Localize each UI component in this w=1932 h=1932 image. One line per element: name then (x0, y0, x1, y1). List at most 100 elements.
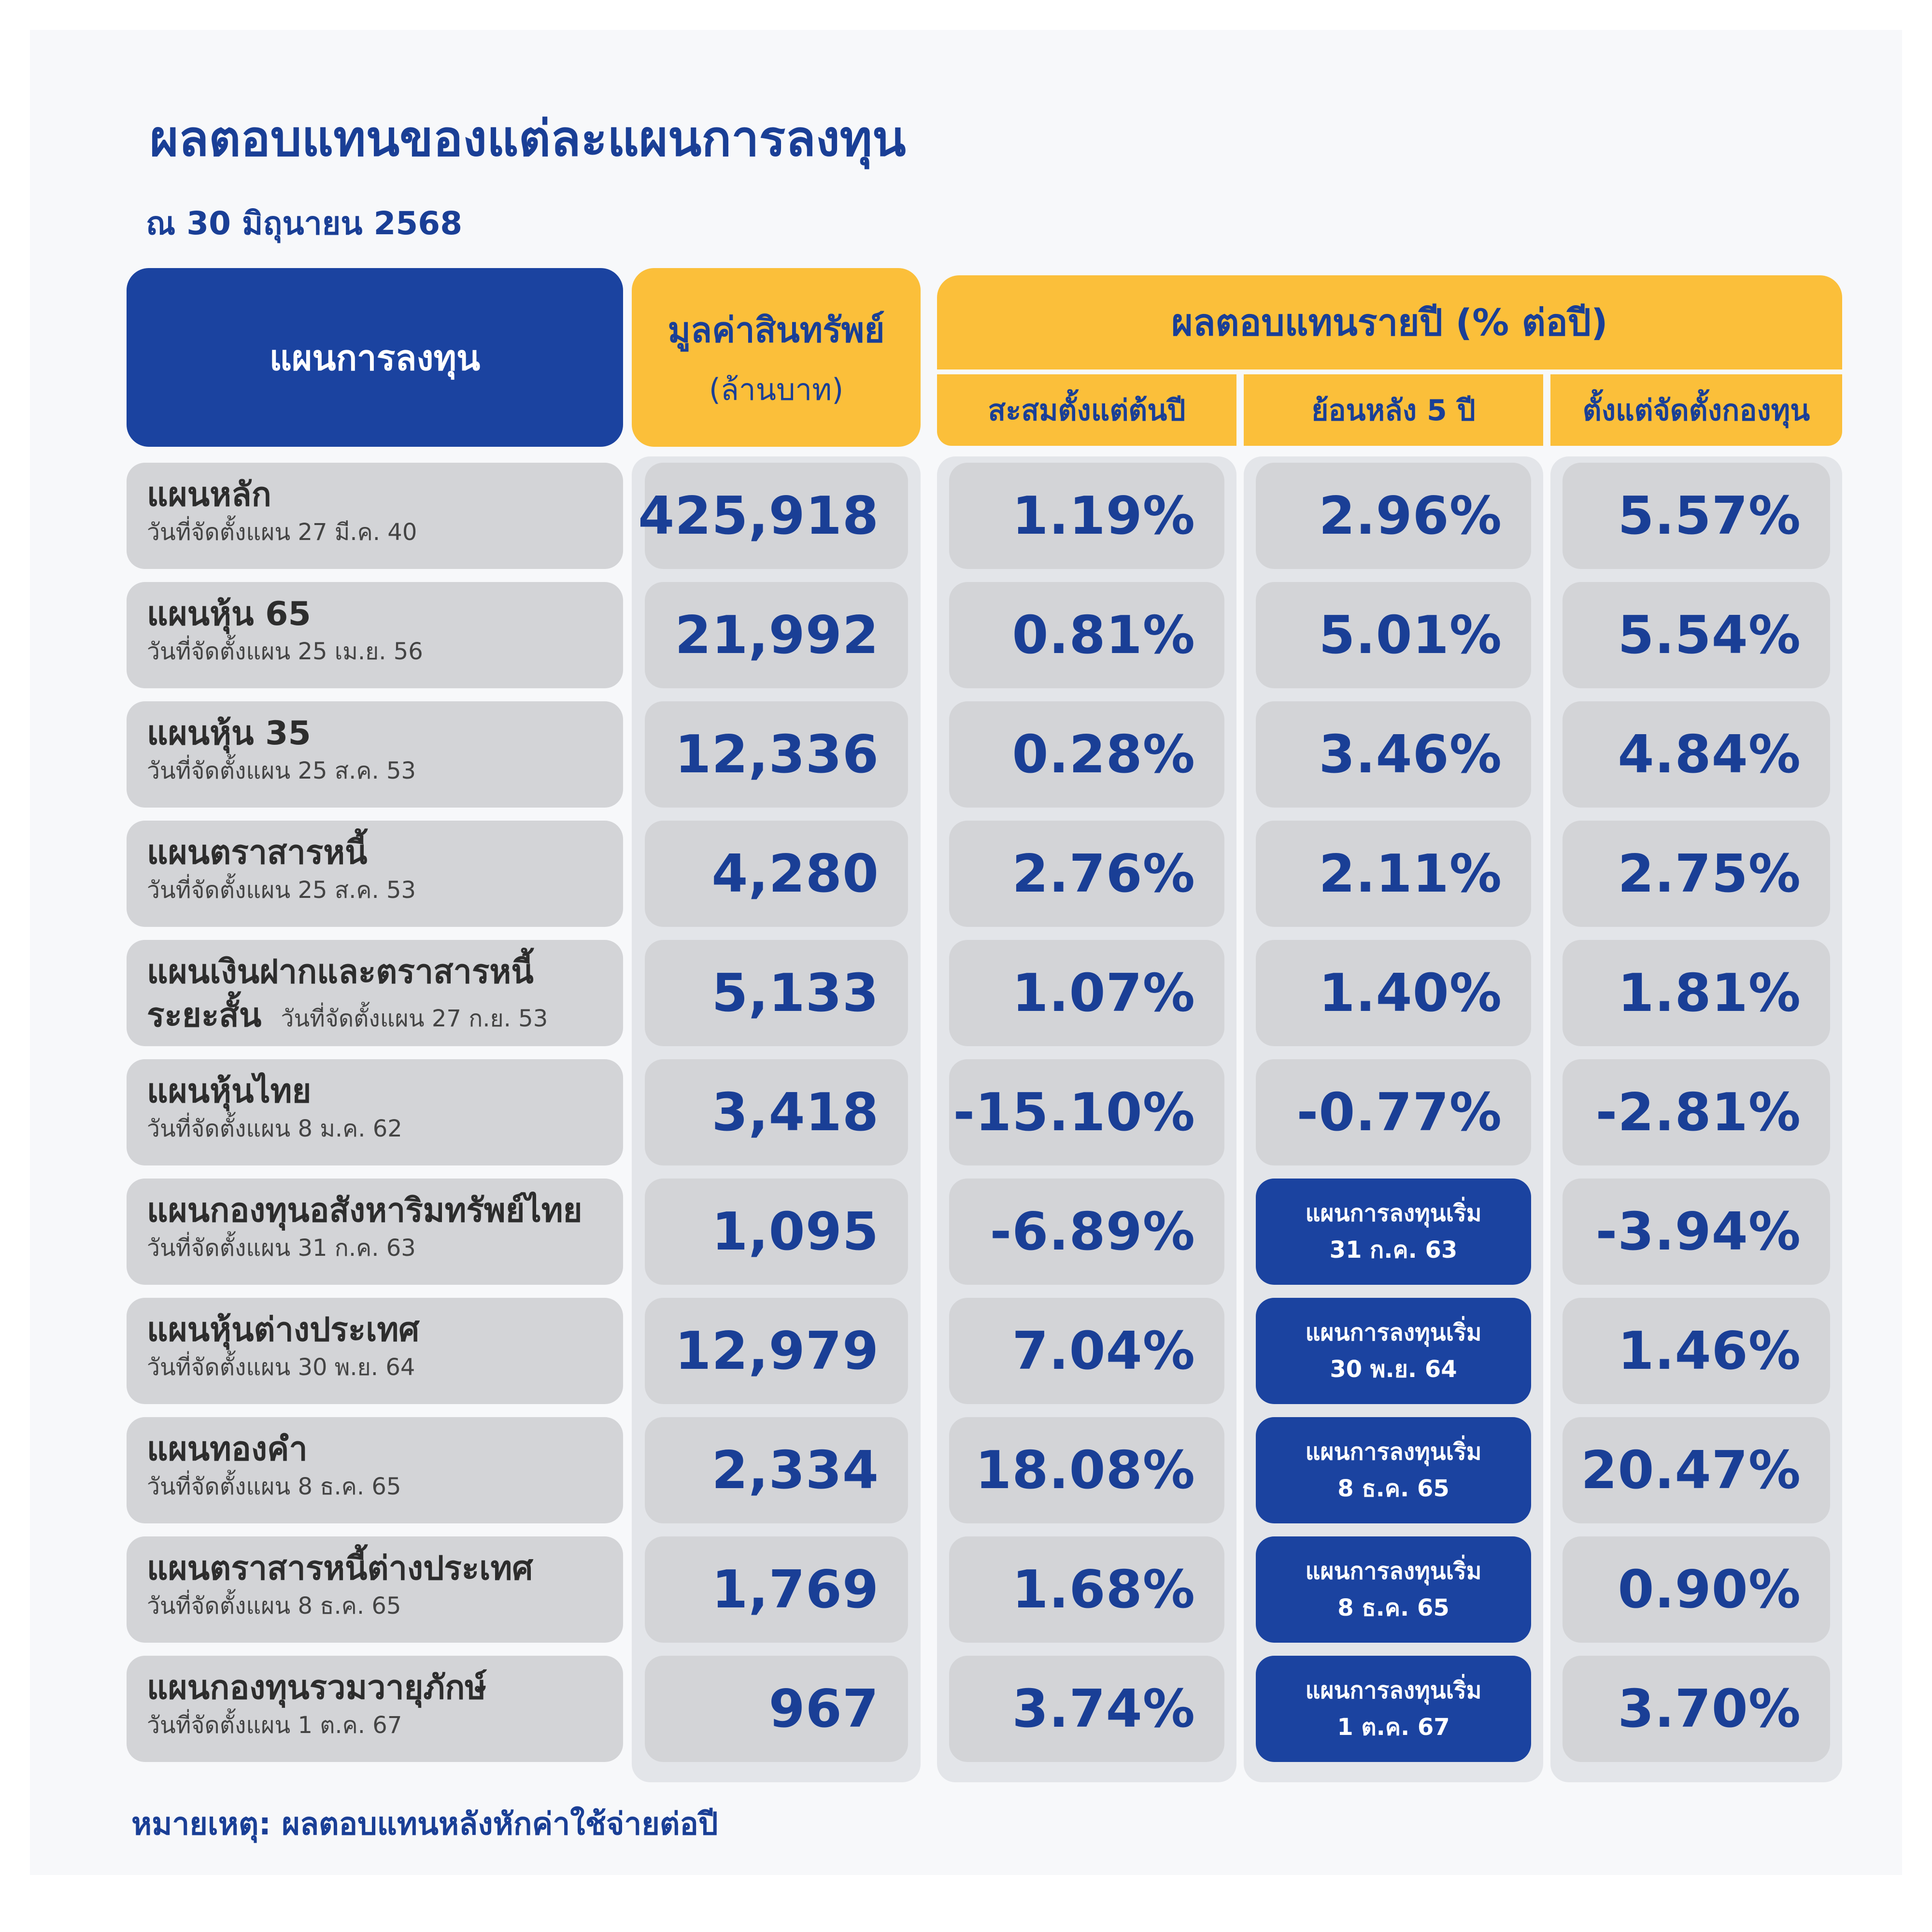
plan-name: แผนทองคำ (147, 1430, 308, 1468)
plan-setup-date: วันที่จัดตั้งแผน 8 ม.ค. 62 (147, 1115, 402, 1142)
ytd-return: 1.19% (949, 463, 1224, 569)
plan-start-label: แผนการลงทุนเริ่ม (1305, 1438, 1482, 1465)
plan-start-date: 31 ก.ค. 63 (1329, 1236, 1458, 1264)
plan-start-note: แผนการลงทุนเริ่ม 31 ก.ค. 63 (1256, 1179, 1531, 1285)
plan-name: แผนหุ้นไทย (147, 1072, 312, 1110)
header-assets: มูลค่าสินทรัพย์ (ล้านบาท) (632, 268, 921, 447)
plan-setup-date: วันที่จัดตั้งแผน 31 ก.ค. 63 (147, 1235, 416, 1262)
plan-setup-date: วันที่จัดตั้งแผน 1 ต.ค. 67 (147, 1712, 402, 1739)
plan-setup-date: วันที่จัดตั้งแผน 30 พ.ย. 64 (147, 1354, 415, 1381)
plan-setup-date: วันที่จัดตั้งแผน 25 เม.ย. 56 (147, 638, 423, 665)
plan-name: แผนหลัก (147, 476, 271, 514)
since-inception-return: 0.90% (1563, 1536, 1830, 1643)
plan-start-note: แผนการลงทุนเริ่ม 1 ต.ค. 67 (1256, 1656, 1531, 1762)
ytd-return: 2.76% (949, 821, 1224, 927)
ytd-return: 7.04% (949, 1298, 1224, 1404)
header-plan: แผนการลงทุน (127, 268, 623, 447)
since-inception-return: 1.46% (1563, 1298, 1830, 1404)
plan-start-label: แผนการลงทุนเริ่ม (1305, 1558, 1482, 1585)
assets-value: 3,418 (645, 1059, 908, 1165)
plan-name-cell: แผนทองคำวันที่จัดตั้งแผน 8 ธ.ค. 65 (127, 1417, 623, 1523)
header-five-year: ย้อนหลัง 5 ปี (1244, 374, 1543, 446)
plan-start-date: 8 ธ.ค. 65 (1337, 1594, 1449, 1621)
since-inception-return: 5.54% (1563, 582, 1830, 688)
plan-start-label: แผนการลงทุนเริ่ม (1305, 1677, 1482, 1704)
header-assets-unit: (ล้านบาท) (709, 371, 844, 407)
plan-name-cell: แผนหลักวันที่จัดตั้งแผน 27 มี.ค. 40 (127, 463, 623, 569)
plan-name-cell: แผนหุ้น 65 วันที่จัดตั้งแผน 25 เม.ย. 56 (127, 582, 623, 688)
ytd-return: 1.68% (949, 1536, 1224, 1643)
plan-name-cell: แผนกองทุนอสังหาริมทรัพย์ไทยวันที่จัดตั้ง… (127, 1179, 623, 1285)
header-annual-return: ผลตอบแทนรายปี (% ต่อปี) (937, 275, 1842, 369)
plan-start-note: แผนการลงทุนเริ่ม 8 ธ.ค. 65 (1256, 1536, 1531, 1643)
plan-name: แผนหุ้นต่างประเทศ (147, 1311, 420, 1349)
assets-value: 425,918 (638, 463, 908, 569)
plan-name-line2-row: ระยะสั้น วันที่จัดตั้งแผน 27 ก.ย. 53 (147, 994, 623, 1040)
as-of-date: ณ 30 มิถุนายน 2568 (146, 205, 463, 242)
plan-setup-date: วันที่จัดตั้งแผน 25 ส.ค. 53 (147, 757, 416, 784)
header-ytd: สะสมตั้งแต่ต้นปี (937, 374, 1236, 446)
plan-setup-date: วันที่จัดตั้งแผน 8 ธ.ค. 65 (147, 1592, 401, 1619)
since-inception-return: -3.94% (1563, 1179, 1830, 1285)
five-year-return: 2.96% (1256, 463, 1531, 569)
since-inception-return: 2.75% (1563, 821, 1830, 927)
plan-setup-date: วันที่จัดตั้งแผน 27 ก.ย. 53 (281, 1005, 548, 1032)
plan-name-cell: แผนเงินฝากและตราสารหนี้ระยะสั้น วันที่จัด… (127, 940, 623, 1046)
page-title: ผลตอบแทนของแต่ละแผนการลงทุน (150, 110, 906, 168)
since-inception-return: 4.84% (1563, 701, 1830, 808)
since-inception-return: 3.70% (1563, 1656, 1830, 1762)
plan-start-date: 30 พ.ย. 64 (1330, 1356, 1457, 1383)
five-year-return: 5.01% (1256, 582, 1531, 688)
ytd-return: -15.10% (949, 1059, 1224, 1165)
plan-name-cell: แผนตราสารหนี้ต่างประเทศวันที่จัดตั้งแผน … (127, 1536, 623, 1643)
assets-value: 2,334 (645, 1417, 908, 1523)
header-since-inception: ตั้งแต่จัดตั้งกองทุน (1550, 374, 1842, 446)
ytd-return: 1.07% (949, 940, 1224, 1046)
plan-start-note: แผนการลงทุนเริ่ม 8 ธ.ค. 65 (1256, 1417, 1531, 1523)
five-year-return: 1.40% (1256, 940, 1531, 1046)
plan-start-date: 1 ต.ค. 67 (1337, 1714, 1450, 1741)
since-inception-return: 5.57% (1563, 463, 1830, 569)
five-year-return: 2.11% (1256, 821, 1531, 927)
assets-value: 12,979 (645, 1298, 908, 1404)
assets-value: 4,280 (645, 821, 908, 927)
assets-value: 5,133 (645, 940, 908, 1046)
since-inception-return: -2.81% (1563, 1059, 1830, 1165)
ytd-return: 0.28% (949, 701, 1224, 808)
ytd-return: -6.89% (949, 1179, 1224, 1285)
plan-start-note: แผนการลงทุนเริ่ม 30 พ.ย. 64 (1256, 1298, 1531, 1404)
plan-start-label: แผนการลงทุนเริ่ม (1305, 1200, 1482, 1227)
assets-value: 21,992 (645, 582, 908, 688)
assets-value: 967 (645, 1656, 908, 1762)
plan-setup-date: วันที่จัดตั้งแผน 25 ส.ค. 53 (147, 877, 416, 904)
plan-setup-date: วันที่จัดตั้งแผน 27 มี.ค. 40 (147, 519, 417, 546)
assets-value: 12,336 (645, 701, 908, 808)
plan-name: แผนหุ้น 35 (147, 714, 311, 753)
header-assets-label: มูลค่าสินทรัพย์ (668, 309, 885, 350)
plan-name-cell: แผนตราสารหนี้วันที่จัดตั้งแผน 25 ส.ค. 53 (127, 821, 623, 927)
since-inception-return: 1.81% (1563, 940, 1830, 1046)
plan-name-cell: แผนหุ้นต่างประเทศวันที่จัดตั้งแผน 30 พ.ย… (127, 1298, 623, 1404)
plan-name-cell: แผนกองทุนรวมวายุภักษ์วันที่จัดตั้งแผน 1 … (127, 1656, 623, 1762)
plan-name: แผนตราสารหนี้ (147, 834, 368, 872)
ytd-return: 3.74% (949, 1656, 1224, 1762)
assets-value: 1,769 (645, 1536, 908, 1643)
assets-value: 1,095 (645, 1179, 908, 1285)
since-inception-return: 20.47% (1563, 1417, 1830, 1523)
ytd-return: 0.81% (949, 582, 1224, 688)
footnote: หมายเหตุ: ผลตอบแทนหลังหักค่าใช้จ่ายต่อปี (131, 1806, 718, 1842)
plan-start-label: แผนการลงทุนเริ่ม (1305, 1319, 1482, 1346)
plan-name: แผนกองทุนอสังหาริมทรัพย์ไทย (147, 1192, 582, 1230)
plan-name-cell: แผนหุ้นไทยวันที่จัดตั้งแผน 8 ม.ค. 62 (127, 1059, 623, 1165)
plan-start-date: 8 ธ.ค. 65 (1337, 1475, 1449, 1502)
plan-name: แผนตราสารหนี้ต่างประเทศ (147, 1549, 533, 1588)
plan-name: แผนกองทุนรวมวายุภักษ์ (147, 1669, 487, 1707)
plan-name: แผนหุ้น 65 (147, 595, 311, 633)
plan-name-cell: แผนหุ้น 35 วันที่จัดตั้งแผน 25 ส.ค. 53 (127, 701, 623, 808)
plan-setup-date: วันที่จัดตั้งแผน 8 ธ.ค. 65 (147, 1473, 401, 1500)
five-year-return: 3.46% (1256, 701, 1531, 808)
five-year-return: -0.77% (1256, 1059, 1531, 1165)
plan-name: แผนเงินฝากและตราสารหนี้ (147, 953, 534, 991)
plan-name-line2: ระยะสั้น (147, 996, 262, 1035)
ytd-return: 18.08% (949, 1417, 1224, 1523)
